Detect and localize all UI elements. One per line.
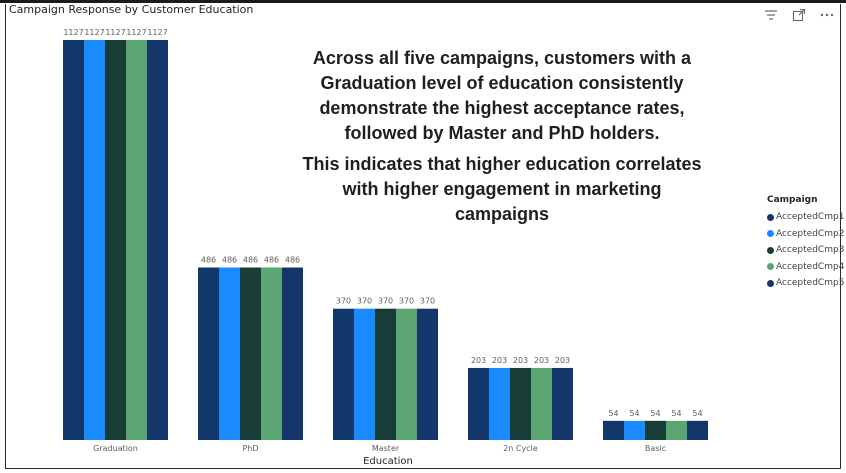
legend-label: AcceptedCmp4 [776, 261, 845, 272]
legend-swatch [767, 279, 774, 287]
bar-AcceptedCmp2-phd[interactable] [219, 267, 240, 440]
legend-swatch [767, 246, 774, 254]
bar-AcceptedCmp3-master[interactable] [375, 308, 396, 440]
insight-paragraph-1: Across all five campaigns, customers wit… [312, 48, 692, 143]
legend-title: Campaign [767, 195, 818, 205]
data-label: 486 [222, 256, 237, 265]
bar-AcceptedCmp1-2n-cycle[interactable] [468, 367, 489, 440]
bar-AcceptedCmp4-basic[interactable] [666, 420, 687, 440]
x-tick-label: Graduation [93, 444, 138, 453]
data-label: 486 [243, 256, 258, 265]
data-label: 1127 [147, 28, 167, 37]
data-label: 370 [357, 297, 372, 306]
legend: Campaign AcceptedCmp1 AcceptedCmp2 Accepte… [767, 195, 844, 292]
bar-AcceptedCmp5-master[interactable] [417, 308, 438, 440]
bar-AcceptedCmp1-phd[interactable] [198, 267, 219, 440]
x-tick-label: 2n Cycle [503, 444, 538, 453]
data-label: 1127 [84, 28, 104, 37]
bar-AcceptedCmp2-basic[interactable] [624, 420, 645, 440]
top-rule [0, 0, 846, 3]
data-label: 486 [201, 256, 216, 265]
legend-label: AcceptedCmp2 [776, 228, 845, 239]
bar-AcceptedCmp1-graduation[interactable] [63, 40, 84, 440]
bar-AcceptedCmp3-2n-cycle[interactable] [510, 367, 531, 440]
focus-mode-icon[interactable] [792, 8, 806, 22]
data-label: 1127 [105, 28, 125, 37]
visual-border [5, 4, 841, 469]
data-label: 370 [399, 297, 414, 306]
x-tick-label: Master [372, 444, 400, 453]
data-label: 54 [671, 409, 681, 418]
legend-item-acceptedcmp1[interactable]: AcceptedCmp1 [767, 209, 844, 226]
x-axis-title: Education [363, 456, 413, 467]
data-label: 203 [513, 356, 528, 365]
bar-AcceptedCmp4-phd[interactable] [261, 267, 282, 440]
bar-AcceptedCmp5-basic[interactable] [687, 420, 708, 440]
visual-header-icons [764, 8, 834, 22]
x-tick-label: Basic [645, 444, 666, 453]
data-label: 370 [420, 297, 435, 306]
data-label: 203 [471, 356, 486, 365]
data-label: 203 [555, 356, 570, 365]
more-options-icon[interactable] [820, 8, 834, 22]
data-label: 54 [629, 409, 639, 418]
data-label: 1127 [126, 28, 146, 37]
bar-AcceptedCmp2-2n-cycle[interactable] [489, 367, 510, 440]
data-label: 486 [264, 256, 279, 265]
data-label: 203 [492, 356, 507, 365]
chart-title: Campaign Response by Customer Education [9, 3, 254, 16]
bar-AcceptedCmp4-2n-cycle[interactable] [531, 367, 552, 440]
legend-swatch [767, 213, 774, 221]
data-label: 54 [650, 409, 660, 418]
bar-AcceptedCmp2-master[interactable] [354, 308, 375, 440]
legend-item-acceptedcmp5[interactable]: AcceptedCmp5 [767, 275, 844, 292]
bar-AcceptedCmp5-graduation[interactable] [147, 40, 168, 440]
legend-swatch [767, 263, 774, 271]
bar-AcceptedCmp3-graduation[interactable] [105, 40, 126, 440]
bar-AcceptedCmp3-basic[interactable] [645, 420, 666, 440]
category-labels-layer: Graduation PhD Master 2n Cycle Basic [93, 444, 666, 453]
bar-AcceptedCmp3-phd[interactable] [240, 267, 261, 440]
data-label: 1127 [63, 28, 83, 37]
legend-item-acceptedcmp3[interactable]: AcceptedCmp3 [767, 242, 844, 259]
bar-AcceptedCmp1-master[interactable] [333, 308, 354, 440]
data-label: 370 [378, 297, 393, 306]
legend-item-acceptedcmp2[interactable]: AcceptedCmp2 [767, 226, 844, 243]
legend-item-acceptedcmp4[interactable]: AcceptedCmp4 [767, 259, 844, 276]
x-tick-label: PhD [242, 444, 258, 453]
data-label: 203 [534, 356, 549, 365]
bar-AcceptedCmp4-master[interactable] [396, 308, 417, 440]
bar-AcceptedCmp2-graduation[interactable] [84, 40, 105, 440]
bar-AcceptedCmp1-basic[interactable] [603, 420, 624, 440]
legend-label: AcceptedCmp1 [776, 212, 845, 223]
legend-label: AcceptedCmp5 [776, 278, 845, 289]
data-label: 54 [608, 409, 618, 418]
filter-icon[interactable] [764, 8, 778, 22]
bars-layer [63, 40, 708, 440]
data-label: 486 [285, 256, 300, 265]
insight-paragraph-2: This indicates that higher education cor… [302, 154, 702, 224]
data-label: 54 [692, 409, 702, 418]
bar-AcceptedCmp5-2n-cycle[interactable] [552, 367, 573, 440]
data-label: 370 [336, 297, 351, 306]
legend-swatch [767, 230, 774, 238]
bar-AcceptedCmp5-phd[interactable] [282, 267, 303, 440]
legend-label: AcceptedCmp3 [776, 245, 845, 256]
legend-items: AcceptedCmp1 AcceptedCmp2 AcceptedCmp3 Acce… [767, 209, 844, 292]
bar-AcceptedCmp4-graduation[interactable] [126, 40, 147, 440]
